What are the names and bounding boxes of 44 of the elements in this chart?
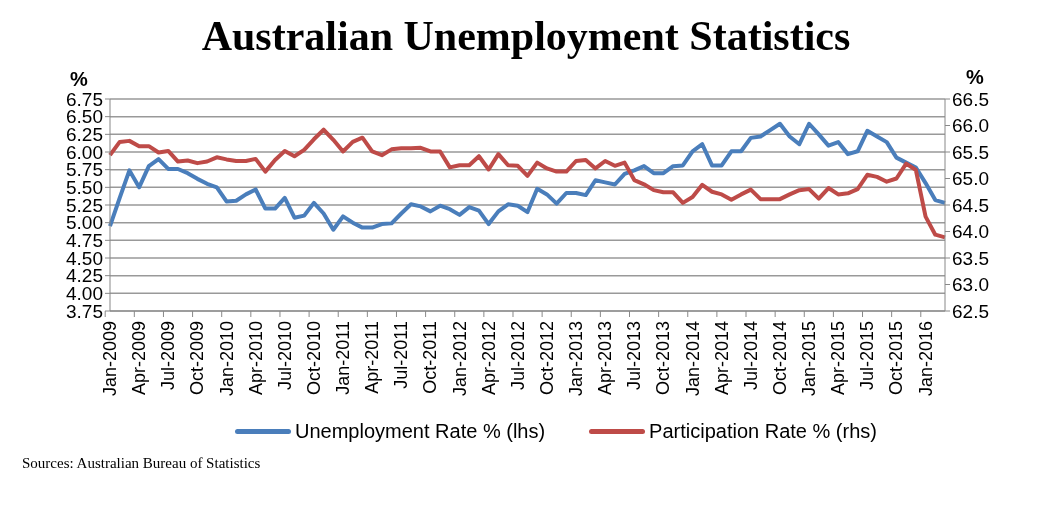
x-tick-label: Oct-2009 (187, 321, 208, 396)
y2-tick-label: 64.0 (952, 221, 989, 243)
x-tick-label: Jul-2010 (274, 321, 295, 391)
x-tick-label: Oct-2014 (769, 321, 790, 396)
x-tick-label: Apr-2015 (828, 321, 849, 396)
y2-tick-label: 66.5 (952, 88, 989, 110)
x-tick-label: Apr-2014 (711, 321, 732, 396)
y-axis-title: % (70, 68, 88, 91)
x-tick-label: Oct-2015 (886, 321, 907, 396)
x-tick-label: Apr-2012 (478, 321, 499, 396)
source-note: Sources: Australian Bureau of Statistics (22, 455, 262, 472)
x-tick-label: Jul-2012 (507, 321, 528, 391)
y2-tick-label: 63.0 (952, 274, 989, 296)
x-tick-label: Jul-2013 (624, 321, 645, 391)
x-tick-label: Jan-2016 (915, 321, 936, 397)
x-tick-label: Oct-2013 (653, 321, 674, 396)
y2-tick-label: 64.5 (952, 194, 989, 216)
y2-tick-label: 66.0 (952, 115, 989, 137)
x-tick-label: Jul-2011 (391, 321, 412, 389)
y2-tick-label: 63.5 (952, 247, 989, 269)
legend-label: Unemployment Rate % (lhs) (295, 420, 546, 443)
legend-label: Participation Rate % (rhs) (649, 420, 877, 443)
x-tick-label: Oct-2011 (420, 321, 441, 394)
x-tick-label: Jan-2010 (216, 321, 237, 397)
x-tick-label: Jan-2013 (566, 321, 587, 397)
y2-tick-label: 65.5 (952, 141, 989, 163)
x-tick-label: Jan-2011 (333, 321, 354, 395)
x-tick-label: Jan-2009 (100, 321, 120, 397)
x-tick-label: Apr-2011 (362, 321, 383, 394)
x-tick-label: Jan-2014 (682, 321, 703, 397)
x-tick-label: Apr-2013 (595, 321, 616, 396)
y2-tick-label: 65.0 (952, 168, 989, 190)
y2-tick-label: 62.5 (952, 300, 989, 322)
x-tick-label: Oct-2012 (536, 321, 557, 396)
chart-title: Australian Unemployment Statistics (200, 12, 852, 61)
x-tick-label: Jul-2015 (857, 321, 878, 391)
x-tick-label: Jan-2015 (799, 321, 820, 397)
x-tick-label: Jan-2012 (449, 321, 470, 397)
x-tick-label: Apr-2010 (245, 321, 266, 396)
x-tick-label: Jul-2009 (158, 321, 179, 391)
x-tick-label: Apr-2009 (129, 321, 150, 396)
x-tick-label: Oct-2010 (303, 321, 324, 396)
y2-axis-title: % (966, 66, 984, 89)
x-tick-label: Jul-2014 (740, 321, 761, 391)
